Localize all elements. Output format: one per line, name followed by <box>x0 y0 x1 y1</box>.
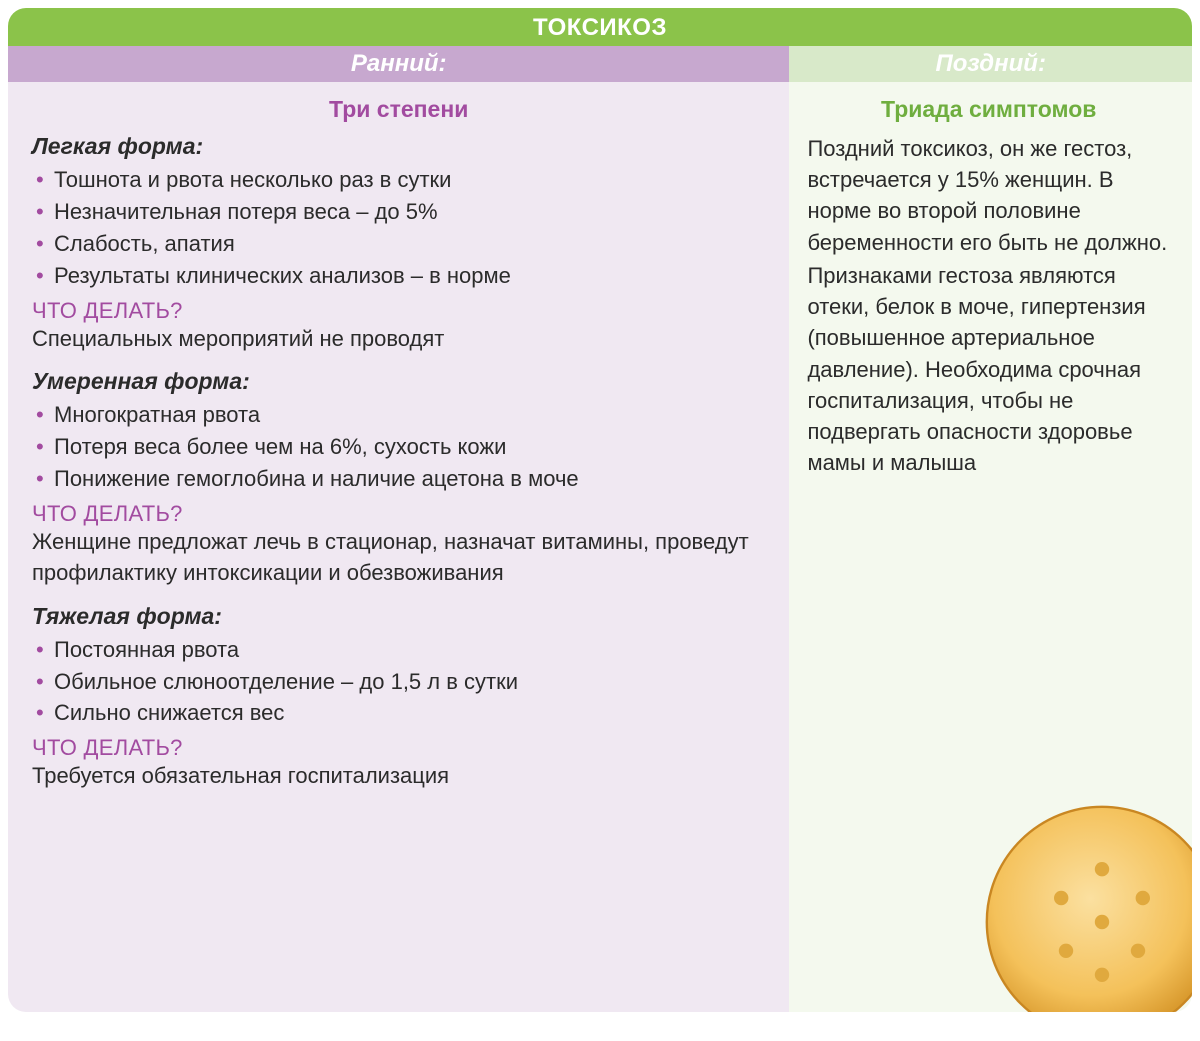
form-title: Легкая форма: <box>32 133 765 160</box>
symptom-item: Понижение гемоглобина и наличие ацетона … <box>32 463 765 495</box>
form-title: Тяжелая форма: <box>32 603 765 630</box>
symptom-item: Потеря веса более чем на 6%, сухость кож… <box>32 431 765 463</box>
early-subhead: Ранний: <box>8 46 789 82</box>
late-heading: Триада симптомов <box>807 96 1170 123</box>
early-heading: Три степени <box>32 96 765 123</box>
late-paragraph: Признаками гестоза являются отеки, белок… <box>807 260 1170 479</box>
forms-list: Легкая форма: Тошнота и рвота несколько р… <box>32 133 765 792</box>
subhead-row: Ранний: Поздний: <box>8 46 1192 82</box>
symptom-item: Постоянная рвота <box>32 634 765 666</box>
symptom-list: Многократная рвотаПотеря веса более чем … <box>32 399 765 495</box>
symptom-item: Обильное слюноотделение – до 1,5 л в сут… <box>32 666 765 698</box>
card-title: ТОКСИКОЗ <box>8 8 1192 46</box>
form-title: Умеренная форма: <box>32 368 765 395</box>
symptom-item: Слабость, апатия <box>32 228 765 260</box>
symptom-item: Незначительная потеря веса – до 5% <box>32 196 765 228</box>
action-text: Женщине предложат лечь в стационар, назн… <box>32 527 765 589</box>
what-to-do-label: ЧТО ДЕЛАТЬ? <box>32 501 765 527</box>
toxicosis-card: ТОКСИКОЗ Ранний: Поздний: Три степени Ле… <box>8 8 1192 1012</box>
late-body-text: Поздний токсикоз, он же гестоз, встречае… <box>807 133 1170 479</box>
late-paragraph: Поздний токсикоз, он же гестоз, встречае… <box>807 133 1170 258</box>
late-subhead: Поздний: <box>789 46 1192 82</box>
late-column: Триада симптомов Поздний токсикоз, он же… <box>789 82 1192 1012</box>
symptom-item: Многократная рвота <box>32 399 765 431</box>
symptom-item: Тошнота и рвота несколько раз в сутки <box>32 164 765 196</box>
what-to-do-label: ЧТО ДЕЛАТЬ? <box>32 298 765 324</box>
action-text: Требуется обязательная госпитализация <box>32 761 765 792</box>
action-text: Специальных мероприятий не проводят <box>32 324 765 355</box>
symptom-list: Постоянная рвотаОбильное слюноотделение … <box>32 634 765 730</box>
early-column: Три степени Легкая форма: Тошнота и рвота… <box>8 82 789 1012</box>
cracker-icon <box>982 802 1192 1012</box>
what-to-do-label: ЧТО ДЕЛАТЬ? <box>32 735 765 761</box>
symptom-list: Тошнота и рвота несколько раз в суткиНез… <box>32 164 765 292</box>
columns: Три степени Легкая форма: Тошнота и рвота… <box>8 82 1192 1012</box>
symptom-item: Результаты клинических анализов – в норм… <box>32 260 765 292</box>
symptom-item: Сильно снижается вес <box>32 697 765 729</box>
